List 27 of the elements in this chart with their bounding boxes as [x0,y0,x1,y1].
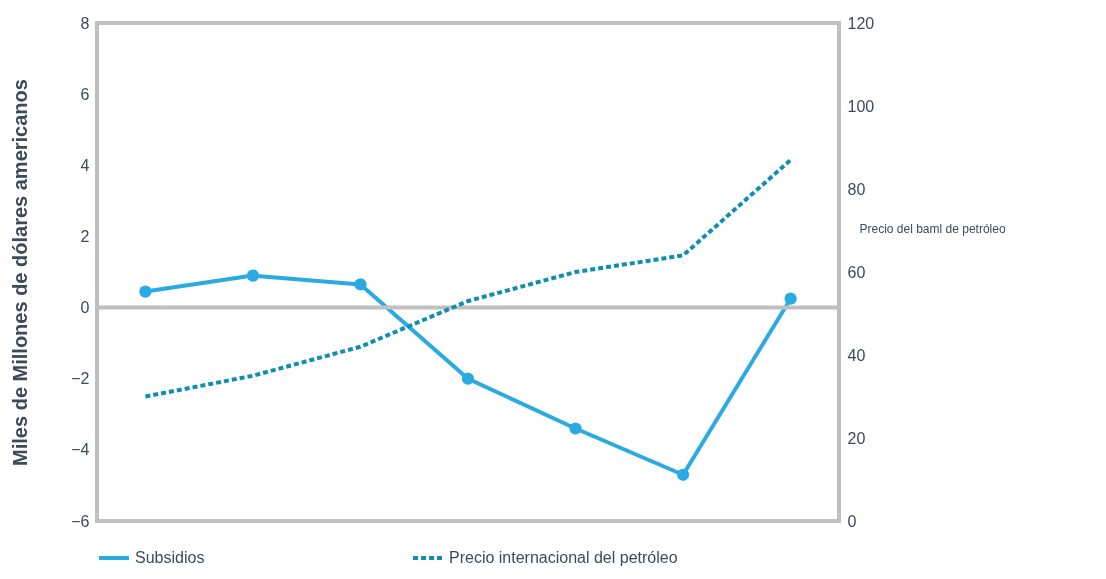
legend-label: Subsidios [135,549,205,566]
y-tick-label: 0 [80,299,90,317]
y2-tick-label: 40 [847,346,866,364]
point [354,278,367,291]
y2-tick-label: 0 [847,512,857,530]
y2-axis-title: Precio del baml de petróleo [859,221,1006,236]
y2-tick-label: 20 [847,429,866,447]
y2-tick-label: 60 [847,263,866,281]
y-tick-label: 4 [80,156,90,174]
y2-tick-label: 120 [847,14,875,32]
line-series [143,157,793,399]
point [676,468,690,481]
point [461,372,475,385]
y-tick-label: −4 [71,441,90,459]
y-tick-label: −6 [71,512,90,530]
y2-tick-label: 100 [847,97,875,115]
y2-tick-label: 80 [847,180,866,198]
y-tick-label: 8 [80,14,90,32]
point [569,422,582,435]
y-tick-label: −2 [71,370,90,388]
y-axis-title: Miles de Millones de dólares americanos [9,79,32,466]
y-tick-label: 2 [80,227,90,245]
point [139,285,152,298]
point [784,292,797,305]
point [246,269,260,282]
y-tick-label: 6 [80,85,90,103]
legend-label: Precio internacional del petróleo [449,549,678,566]
